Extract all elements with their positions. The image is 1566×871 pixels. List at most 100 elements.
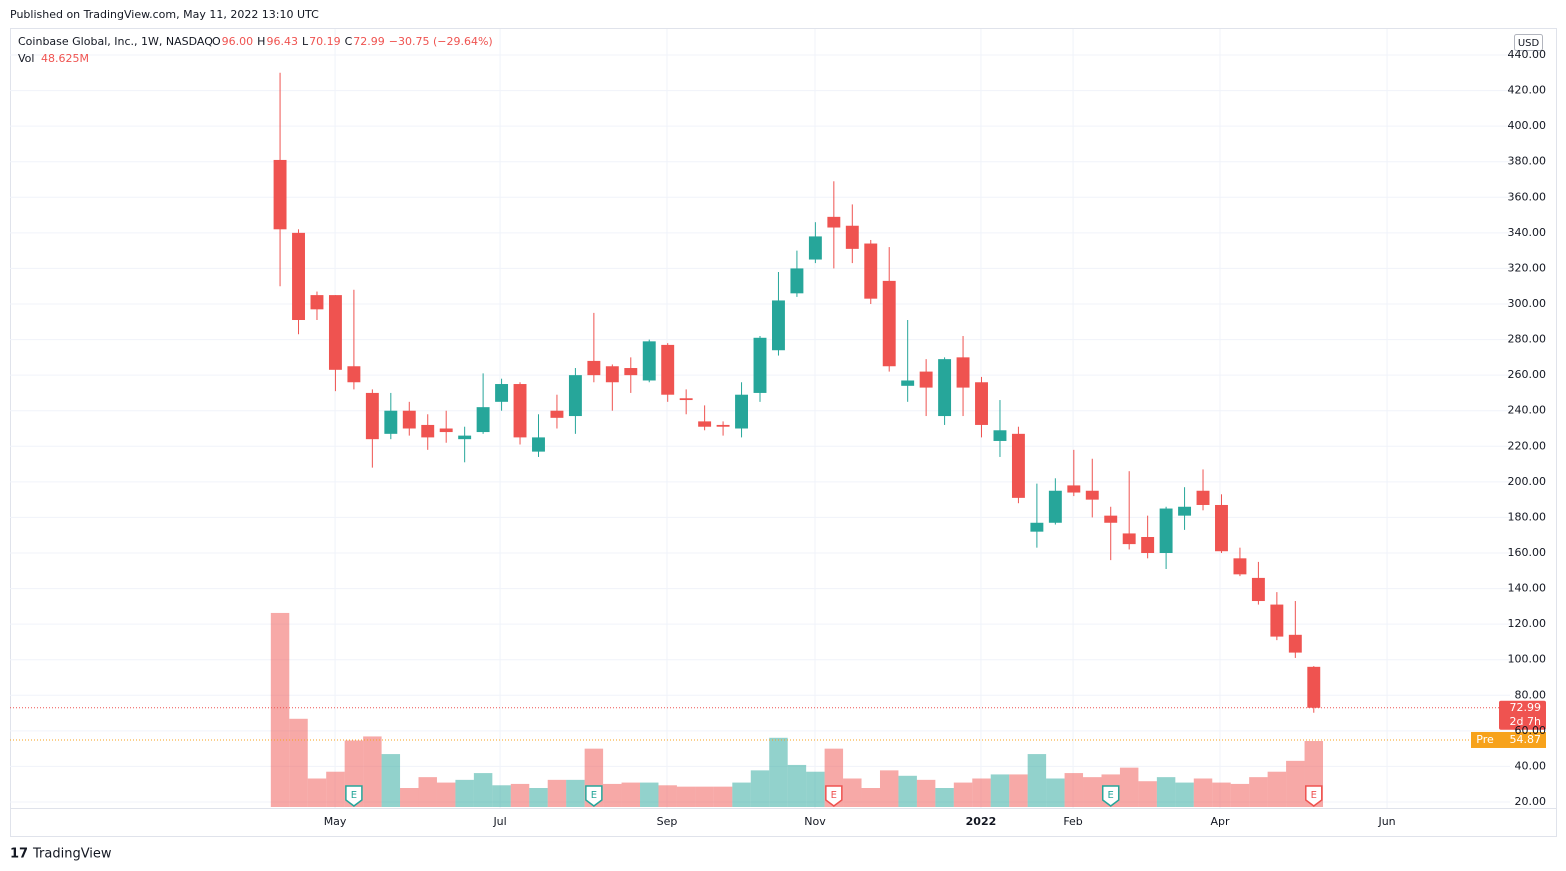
- countdown: 2d 7h: [1510, 715, 1541, 728]
- candle-body: [771, 300, 785, 351]
- candle-body: [993, 430, 1007, 441]
- volume-bar: [436, 782, 456, 807]
- earnings-marker[interactable]: [825, 785, 843, 807]
- chart-frame: [10, 28, 1557, 837]
- earnings-label[interactable]: E: [351, 790, 357, 801]
- volume-bar: [1286, 760, 1305, 807]
- candle-body: [864, 243, 878, 299]
- earnings-marker[interactable]: [1305, 785, 1323, 807]
- grid: [10, 29, 1510, 808]
- earnings-label[interactable]: E: [1311, 790, 1317, 801]
- candle-body: [1011, 433, 1025, 498]
- candle-body: [1104, 515, 1118, 523]
- candle-body: [568, 375, 582, 417]
- volume-bar: [418, 777, 437, 807]
- y-tick-label: 340.00: [1508, 226, 1547, 239]
- earnings-label[interactable]: E: [1108, 790, 1114, 801]
- ohlc-key: H: [257, 35, 265, 48]
- ohlc-value: 70.19: [309, 35, 341, 48]
- volume-bar: [806, 771, 825, 807]
- candle-body: [1048, 490, 1062, 523]
- ohlc-legend: O 96.00 H 96.43 L 70.19 C 72.99 −30.75 (−29.64%): [212, 35, 493, 48]
- currency-box[interactable]: [1514, 34, 1543, 51]
- volume-bar: [1193, 778, 1213, 807]
- candle-body: [698, 421, 712, 427]
- earnings-label[interactable]: E: [831, 790, 837, 801]
- candle-body: [1178, 506, 1192, 516]
- volume-bar: [566, 779, 585, 807]
- earnings-marker[interactable]: [345, 785, 363, 807]
- volume-bar: [750, 770, 770, 807]
- y-tick-label: 440.00: [1508, 48, 1547, 61]
- volume-bar: [861, 788, 880, 807]
- y-tick-label: 400.00: [1508, 119, 1547, 132]
- x-tick-label: Nov: [804, 815, 826, 828]
- candle-body: [513, 384, 527, 438]
- candle-body: [587, 360, 601, 376]
- x-tick-label: May: [324, 815, 347, 828]
- candle-body: [753, 337, 767, 393]
- ohlc-value: 72.99: [353, 35, 385, 48]
- volume-bar: [307, 778, 327, 807]
- symbol: Coinbase Global, Inc., 1W, NASDAQ: [18, 35, 213, 48]
- candle-layer: [273, 72, 1321, 713]
- candle-body: [735, 394, 749, 429]
- premarket-key: Pre: [1476, 733, 1494, 746]
- volume-bar: [473, 773, 493, 807]
- candle-body: [1085, 490, 1099, 500]
- volume-bar: [935, 788, 954, 807]
- volume-bar: [1230, 783, 1250, 807]
- y-tick-label: 120.00: [1508, 617, 1547, 630]
- candle-body: [1251, 577, 1265, 602]
- candle-body: [679, 398, 693, 401]
- ohlc-key: O: [212, 35, 221, 48]
- volume-bar: [1267, 771, 1287, 807]
- earnings-marker[interactable]: [585, 785, 603, 807]
- y-tick-label: 140.00: [1508, 582, 1547, 595]
- vol-label: Vol: [18, 52, 34, 65]
- volume-bar: [676, 786, 696, 807]
- volume-bar: [1064, 773, 1084, 807]
- candle-body: [273, 159, 287, 230]
- volume-bar: [1083, 777, 1102, 807]
- candle-body: [292, 232, 305, 321]
- logo-mark: 𝟭𝟳: [10, 847, 28, 862]
- y-tick-label: 220.00: [1508, 439, 1547, 452]
- volume-bar: [381, 754, 401, 807]
- currency[interactable]: USD: [1518, 38, 1540, 49]
- candle-body: [1233, 558, 1247, 575]
- last-price-label: 72.99: [1510, 701, 1542, 714]
- y-tick-label: 160.00: [1508, 546, 1547, 559]
- ohlc-key: C: [345, 35, 353, 48]
- candle-body: [845, 225, 859, 249]
- ohlc-key: L: [302, 35, 309, 48]
- volume-bar: [1009, 774, 1028, 807]
- volume-bar: [289, 718, 308, 807]
- candle-body: [1270, 604, 1284, 637]
- volume-bar: [990, 774, 1010, 807]
- volume-bar: [695, 786, 714, 807]
- y-tick-label: 180.00: [1508, 510, 1547, 523]
- candle-body: [402, 410, 416, 429]
- volume-bar: [843, 778, 862, 807]
- change: −30.75 (−29.64%): [389, 35, 493, 48]
- earnings-marker[interactable]: [1101, 785, 1120, 807]
- candle-body: [624, 368, 638, 376]
- candle-body: [790, 268, 804, 294]
- earnings-label[interactable]: E: [591, 790, 597, 801]
- candle-body: [1196, 490, 1210, 505]
- volume-bar: [972, 778, 991, 807]
- volume-bar: [898, 775, 917, 807]
- candle-body: [384, 410, 398, 434]
- volume-bar: [1156, 777, 1176, 807]
- x-tick-label: Feb: [1063, 815, 1082, 828]
- volume-bar: [621, 782, 641, 807]
- candle-body: [642, 341, 656, 381]
- y-tick-label: 100.00: [1508, 653, 1547, 666]
- candle-body: [439, 428, 453, 433]
- candle-body: [1067, 485, 1081, 493]
- volume-bar: [1212, 782, 1231, 807]
- volume-bar: [953, 782, 973, 807]
